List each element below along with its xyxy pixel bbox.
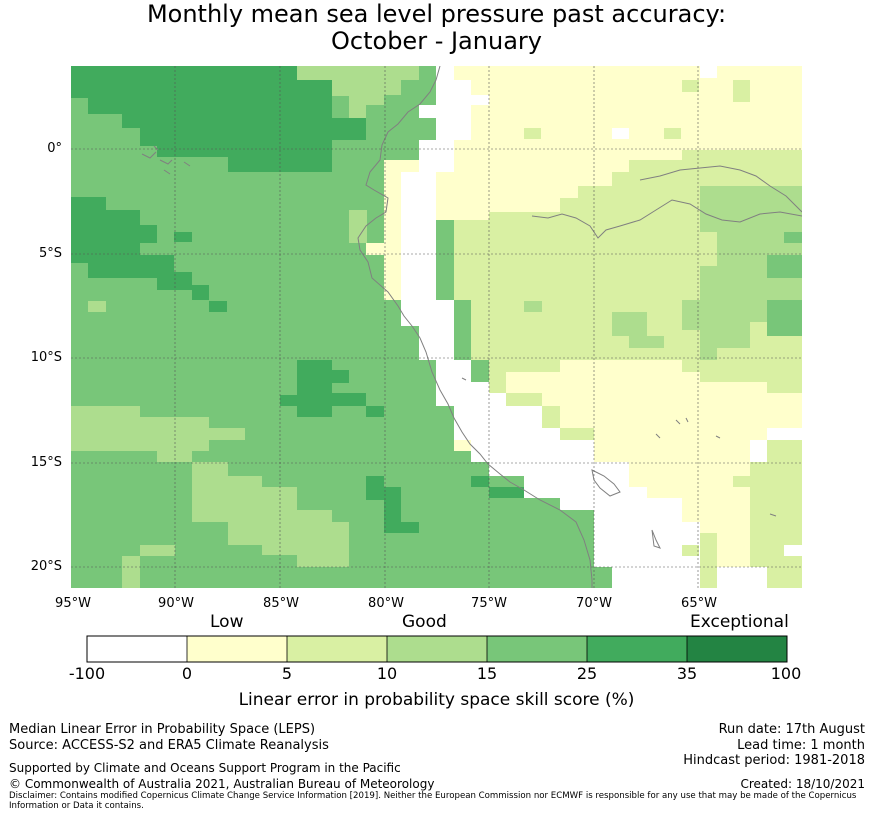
gridlines (71, 66, 802, 588)
colorbar (86, 635, 788, 663)
colorbar-frame (86, 635, 788, 663)
cell-lightgreen-s3 (122, 556, 140, 588)
cell-region-darkgreen-w2 (71, 210, 209, 300)
cell-region-lightgreen-n (297, 66, 419, 118)
lake-titicaca (591, 469, 621, 497)
cell-white-3 (612, 128, 629, 139)
cell-green-e3 (784, 232, 802, 243)
cell-region-paleyellow-coast (366, 160, 419, 300)
cell-region-darkgreen-south (366, 476, 419, 533)
cell-ygreen-n2 (682, 80, 699, 92)
cell-region-darkgreen-se (471, 476, 524, 498)
amazon-river (531, 199, 802, 239)
colorbar-tick: 15 (476, 664, 498, 683)
cell-green-e2 (767, 300, 802, 336)
cell-ygreen-n4 (524, 128, 541, 139)
lake-poopo (651, 529, 661, 549)
cell-lightgreen-e3 (524, 301, 542, 312)
colorbar-segment-4 (387, 636, 487, 662)
y-tick-label: 15°S (30, 455, 62, 470)
footer-hindcast-period: Hindcast period: 1981-2018 (683, 753, 865, 768)
colorbar-segment-5 (487, 636, 587, 662)
colorbar-tick: 10 (376, 664, 398, 683)
cell-white-5 (750, 440, 767, 462)
small-lakes (461, 377, 777, 517)
cell-lightgreen-coast (349, 210, 367, 243)
cell-lightgreen-w (88, 301, 106, 312)
cell-region-darkgreen-center (280, 360, 366, 417)
colorbar-tick: 5 (281, 664, 293, 683)
cell-darkgreen-small1 (174, 232, 192, 242)
colorbar-title: Linear error in probability space skill … (238, 690, 635, 710)
x-tick-label: 75°W (471, 596, 507, 611)
cell-region-white-band (401, 66, 700, 588)
x-tick-label: 65°W (681, 596, 717, 611)
y-tick-label: 5°S (38, 246, 62, 261)
colorbar-segment-1 (87, 636, 187, 662)
colorbar-segment-2 (187, 636, 287, 662)
cell-ygreen-s1 (733, 476, 750, 487)
footer-source: Source: ACCESS-S2 and ERA5 Climate Reana… (9, 738, 329, 753)
colorbar-segment-3 (287, 636, 387, 662)
footer-created: Created: 18/10/2021 (740, 777, 865, 791)
x-tick-label: 80°W (368, 596, 404, 611)
colorbar-tick: 100 (770, 664, 802, 683)
cell-region-darkgreen-nw (71, 66, 366, 172)
cell-region-lightgreen-east (682, 186, 802, 360)
cell-region-paleyellow-n (436, 66, 802, 220)
x-tick-label: 70°W (576, 596, 612, 611)
y-tick-label: 0° (47, 141, 62, 156)
x-tick-label: 95°W (55, 596, 91, 611)
south-america-coast (357, 66, 593, 588)
coastline (141, 66, 802, 588)
chart-title-line1: Monthly mean sea level pressure past acc… (146, 0, 727, 28)
cell-white-4 (767, 428, 802, 440)
y-tick-label: 10°S (30, 350, 62, 365)
cell-darkgreen-small2 (209, 301, 227, 312)
footer-copyright: © Commonwealth of Australia 2021, Austra… (9, 777, 435, 791)
footer-run-date: Run date: 17th August (718, 722, 865, 737)
cell-ygreen-n1 (733, 80, 750, 102)
x-tick-label: 85°W (263, 596, 299, 611)
footer-lead-time: Lead time: 1 month (737, 738, 865, 753)
cell-white-2 (454, 80, 471, 92)
skill-map-cells (71, 66, 802, 588)
cell-green-e1 (767, 255, 802, 278)
galapagos-islands (141, 145, 191, 175)
cell-region-paleyellow-se (489, 360, 802, 588)
colorbar-tick: 0 (181, 664, 193, 683)
cell-white-7 (717, 567, 767, 588)
colorbar-segment-7 (687, 636, 787, 662)
footer-method: Median Linear Error in Probability Space… (9, 722, 316, 737)
footer-support: Supported by Climate and Oceans Support … (9, 761, 401, 775)
category-good: Good (402, 612, 447, 632)
cell-ygreen-s2 (682, 545, 699, 556)
cell-lightgreen-s2 (140, 545, 175, 556)
colorbar-tick: 35 (676, 664, 698, 683)
cell-lightgreen-e2 (612, 312, 664, 348)
colorbar-tick: -100 (68, 664, 106, 683)
colorbar-dividers (186, 636, 688, 662)
cell-white-6 (784, 545, 802, 556)
category-exceptional: Exceptional (690, 612, 789, 632)
colorbar-tick: 25 (576, 664, 598, 683)
y-tick-label: 20°S (30, 559, 62, 574)
category-low: Low (210, 612, 244, 632)
cell-region-lightgreen-s (192, 462, 349, 567)
cell-region-lightgreen-sw (71, 406, 245, 462)
cell-white-1 (700, 66, 717, 78)
x-tick-label: 90°W (158, 596, 194, 611)
chart-title-line2: October - January (331, 27, 542, 55)
skill-map (71, 66, 802, 663)
colorbar-segment-6 (587, 636, 687, 662)
footer-disclaimer: Disclaimer: Contains modified Copernicus… (9, 791, 857, 811)
cell-darkgreen-small3 (366, 406, 384, 417)
cell-ygreen-n3 (664, 128, 681, 139)
river-north (639, 165, 802, 213)
